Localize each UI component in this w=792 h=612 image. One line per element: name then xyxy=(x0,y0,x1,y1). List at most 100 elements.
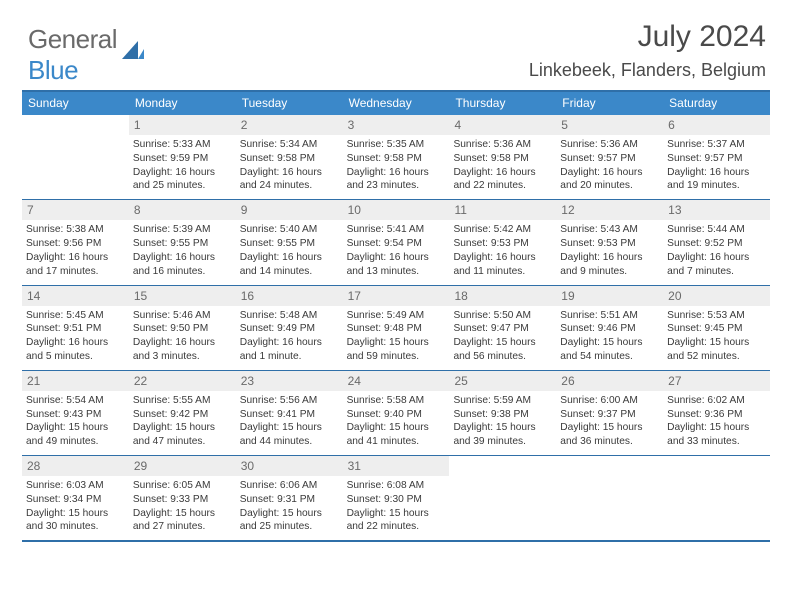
calendar-day: 30Sunrise: 6:06 AMSunset: 9:31 PMDayligh… xyxy=(236,456,343,540)
sunset-text: Sunset: 9:33 PM xyxy=(133,493,232,507)
sunset-text: Sunset: 9:49 PM xyxy=(240,322,339,336)
sunrise-text: Sunrise: 5:59 AM xyxy=(453,394,552,408)
sunrise-text: Sunrise: 5:33 AM xyxy=(133,138,232,152)
sunrise-text: Sunrise: 5:36 AM xyxy=(453,138,552,152)
day-number: 10 xyxy=(343,200,450,220)
sunset-text: Sunset: 9:59 PM xyxy=(133,152,232,166)
calendar-day: 25Sunrise: 5:59 AMSunset: 9:38 PMDayligh… xyxy=(449,371,556,455)
calendar-day: 6Sunrise: 5:37 AMSunset: 9:57 PMDaylight… xyxy=(663,115,770,199)
daylight-text: Daylight: 16 hours and 20 minutes. xyxy=(560,166,659,194)
sunrise-text: Sunrise: 6:08 AM xyxy=(347,479,446,493)
sunset-text: Sunset: 9:47 PM xyxy=(453,322,552,336)
day-number: 4 xyxy=(449,115,556,135)
sunrise-text: Sunrise: 6:05 AM xyxy=(133,479,232,493)
sunrise-text: Sunrise: 6:00 AM xyxy=(560,394,659,408)
calendar-day: 12Sunrise: 5:43 AMSunset: 9:53 PMDayligh… xyxy=(556,200,663,284)
daylight-text: Daylight: 16 hours and 5 minutes. xyxy=(26,336,125,364)
sunrise-text: Sunrise: 5:38 AM xyxy=(26,223,125,237)
sunrise-text: Sunrise: 6:02 AM xyxy=(667,394,766,408)
daylight-text: Daylight: 15 hours and 59 minutes. xyxy=(347,336,446,364)
sunrise-text: Sunrise: 5:55 AM xyxy=(133,394,232,408)
day-number: 17 xyxy=(343,286,450,306)
sunset-text: Sunset: 9:41 PM xyxy=(240,408,339,422)
calendar: Sunday Monday Tuesday Wednesday Thursday… xyxy=(22,90,770,542)
calendar-day: 16Sunrise: 5:48 AMSunset: 9:49 PMDayligh… xyxy=(236,286,343,370)
day-number: 6 xyxy=(663,115,770,135)
calendar-day: 18Sunrise: 5:50 AMSunset: 9:47 PMDayligh… xyxy=(449,286,556,370)
sunset-text: Sunset: 9:36 PM xyxy=(667,408,766,422)
calendar-day: 17Sunrise: 5:49 AMSunset: 9:48 PMDayligh… xyxy=(343,286,450,370)
sunrise-text: Sunrise: 5:49 AM xyxy=(347,309,446,323)
daylight-text: Daylight: 15 hours and 25 minutes. xyxy=(240,507,339,535)
calendar-day: 20Sunrise: 5:53 AMSunset: 9:45 PMDayligh… xyxy=(663,286,770,370)
daylight-text: Daylight: 16 hours and 19 minutes. xyxy=(667,166,766,194)
calendar-day: 13Sunrise: 5:44 AMSunset: 9:52 PMDayligh… xyxy=(663,200,770,284)
sunrise-text: Sunrise: 5:53 AM xyxy=(667,309,766,323)
calendar-week: 7Sunrise: 5:38 AMSunset: 9:56 PMDaylight… xyxy=(22,199,770,284)
calendar-day: 23Sunrise: 5:56 AMSunset: 9:41 PMDayligh… xyxy=(236,371,343,455)
sunset-text: Sunset: 9:55 PM xyxy=(240,237,339,251)
day-number: 24 xyxy=(343,371,450,391)
calendar-day: 1Sunrise: 5:33 AMSunset: 9:59 PMDaylight… xyxy=(129,115,236,199)
sunrise-text: Sunrise: 6:03 AM xyxy=(26,479,125,493)
sunrise-text: Sunrise: 5:44 AM xyxy=(667,223,766,237)
sunrise-text: Sunrise: 5:45 AM xyxy=(26,309,125,323)
logo: General Blue xyxy=(28,24,146,86)
day-number: 25 xyxy=(449,371,556,391)
sunset-text: Sunset: 9:40 PM xyxy=(347,408,446,422)
calendar-day xyxy=(22,115,129,199)
calendar-day: 10 Sunrise: 5:41 AMSunset: 9:54 PMDayligh… xyxy=(343,200,450,284)
calendar-week: 14Sunrise: 5:45 AMSunset: 9:51 PMDayligh… xyxy=(22,285,770,370)
day-number: 22 xyxy=(129,371,236,391)
daylight-text: Daylight: 15 hours and 22 minutes. xyxy=(347,507,446,535)
day-number: 8 xyxy=(129,200,236,220)
day-number: 23 xyxy=(236,371,343,391)
daylight-text: Daylight: 15 hours and 30 minutes. xyxy=(26,507,125,535)
sunset-text: Sunset: 9:53 PM xyxy=(453,237,552,251)
dow-monday: Monday xyxy=(129,92,236,115)
logo-text-general: General xyxy=(28,24,117,54)
daylight-text: Daylight: 15 hours and 33 minutes. xyxy=(667,421,766,449)
day-number: 9 xyxy=(236,200,343,220)
sunrise-text: Sunrise: 5:42 AM xyxy=(453,223,552,237)
sunset-text: Sunset: 9:42 PM xyxy=(133,408,232,422)
day-number: 28 xyxy=(22,456,129,476)
calendar-day: 19Sunrise: 5:51 AMSunset: 9:46 PMDayligh… xyxy=(556,286,663,370)
sunset-text: Sunset: 9:54 PM xyxy=(347,237,446,251)
daylight-text: Daylight: 16 hours and 22 minutes. xyxy=(453,166,552,194)
day-number: 7 xyxy=(22,200,129,220)
sunset-text: Sunset: 9:52 PM xyxy=(667,237,766,251)
calendar-day xyxy=(663,456,770,540)
daylight-text: Daylight: 16 hours and 23 minutes. xyxy=(347,166,446,194)
day-number: 3 xyxy=(343,115,450,135)
day-number: 16 xyxy=(236,286,343,306)
calendar-day: 24Sunrise: 5:58 AMSunset: 9:40 PMDayligh… xyxy=(343,371,450,455)
day-number: 11 xyxy=(449,200,556,220)
day-number: 5 xyxy=(556,115,663,135)
calendar-day: 21Sunrise: 5:54 AMSunset: 9:43 PMDayligh… xyxy=(22,371,129,455)
calendar-day: 29Sunrise: 6:05 AMSunset: 9:33 PMDayligh… xyxy=(129,456,236,540)
day-number: 15 xyxy=(129,286,236,306)
daylight-text: Daylight: 16 hours and 24 minutes. xyxy=(240,166,339,194)
sunrise-text: Sunrise: 5:41 AM xyxy=(347,223,446,237)
sunset-text: Sunset: 9:34 PM xyxy=(26,493,125,507)
dow-tuesday: Tuesday xyxy=(236,92,343,115)
sunrise-text: Sunrise: 5:37 AM xyxy=(667,138,766,152)
daylight-text: Daylight: 16 hours and 13 minutes. xyxy=(347,251,446,279)
daylight-text: Daylight: 16 hours and 11 minutes. xyxy=(453,251,552,279)
sunrise-text: Sunrise: 5:50 AM xyxy=(453,309,552,323)
daylight-text: Daylight: 15 hours and 54 minutes. xyxy=(560,336,659,364)
daylight-text: Daylight: 16 hours and 9 minutes. xyxy=(560,251,659,279)
sunset-text: Sunset: 9:30 PM xyxy=(347,493,446,507)
page-title: July 2024 xyxy=(638,20,766,54)
daylight-text: Daylight: 15 hours and 44 minutes. xyxy=(240,421,339,449)
dow-thursday: Thursday xyxy=(449,92,556,115)
day-number: 13 xyxy=(663,200,770,220)
daylight-text: Daylight: 15 hours and 41 minutes. xyxy=(347,421,446,449)
sunrise-text: Sunrise: 5:51 AM xyxy=(560,309,659,323)
calendar-day xyxy=(556,456,663,540)
calendar-day: 26Sunrise: 6:00 AMSunset: 9:37 PMDayligh… xyxy=(556,371,663,455)
sunset-text: Sunset: 9:58 PM xyxy=(453,152,552,166)
calendar-day: 5Sunrise: 5:36 AMSunset: 9:57 PMDaylight… xyxy=(556,115,663,199)
sunrise-text: Sunrise: 5:35 AM xyxy=(347,138,446,152)
